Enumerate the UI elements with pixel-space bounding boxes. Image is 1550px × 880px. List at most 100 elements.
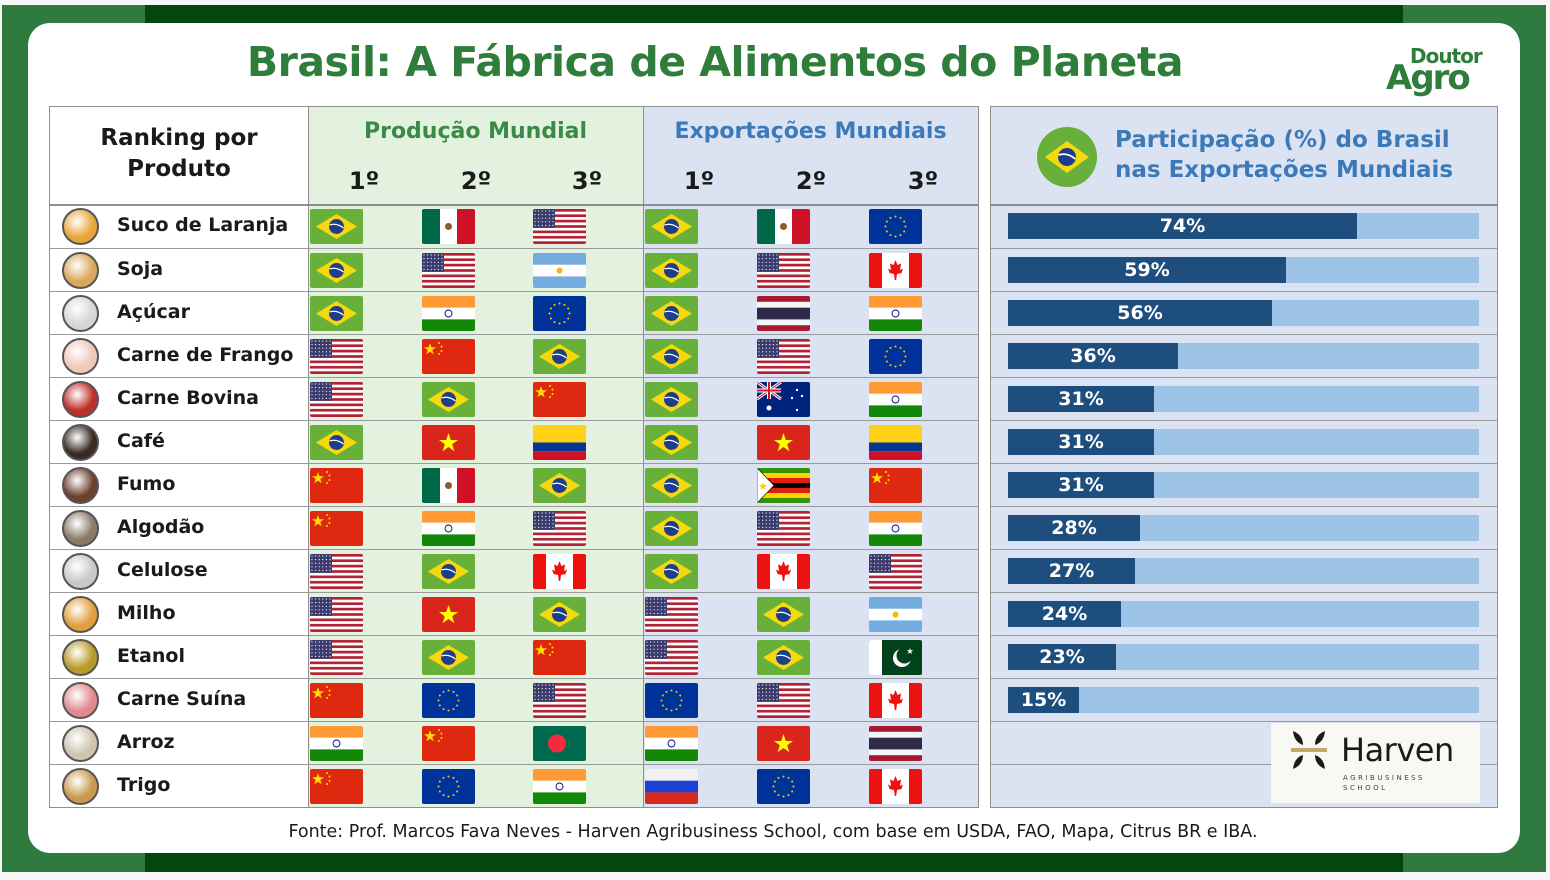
usa-flag-icon (533, 511, 586, 546)
share-bar-fill (1008, 644, 1116, 670)
india-flag-icon (869, 382, 922, 417)
share-value: 31% (1058, 431, 1104, 453)
milho-thumbnail-icon (62, 596, 99, 633)
share-value: 31% (1058, 388, 1104, 410)
exports-rank-3: 3º (907, 167, 939, 195)
share-bar-fill (1008, 429, 1154, 455)
thailand-flag-icon (757, 296, 810, 331)
china-flag-icon (310, 683, 363, 718)
share-bar-track: 24% (1008, 601, 1479, 627)
india-flag-icon (869, 511, 922, 546)
carne-suina-thumbnail-icon (62, 682, 99, 719)
product-name: Carne Suína (117, 688, 247, 710)
usa-flag-icon (310, 339, 363, 374)
header-divider (50, 204, 978, 206)
table-row: Café (50, 420, 978, 463)
share-row: 59% (991, 248, 1497, 291)
thailand-flag-icon (869, 726, 922, 761)
product-name: Milho (117, 602, 176, 624)
india-flag-icon (869, 296, 922, 331)
share-bar-track: 28% (1008, 515, 1479, 541)
share-value: 56% (1117, 302, 1163, 324)
acucar-thumbnail-icon (62, 295, 99, 332)
soja-thumbnail-icon (62, 252, 99, 289)
share-bar-fill (1008, 687, 1079, 713)
share-bar-track: 27% (1008, 558, 1479, 584)
china-flag-icon (422, 726, 475, 761)
product-name: Carne Bovina (117, 387, 259, 409)
table-row: Carne Suína (50, 678, 978, 721)
share-value: 15% (1020, 689, 1067, 711)
brazil-flag-icon (422, 382, 475, 417)
panel-header-divider (991, 204, 1497, 206)
table-row: Suco de Laranja (50, 205, 978, 248)
share-bar-fill (1008, 257, 1286, 283)
usa-flag-icon (310, 554, 363, 589)
pakistan-flag-icon (869, 640, 922, 675)
eu-flag-icon (533, 296, 586, 331)
harven-name: Harven (1341, 731, 1454, 769)
eu-flag-icon (422, 769, 475, 804)
rank-header-line2: Produto (127, 156, 231, 182)
rank-header-line1: Ranking por (100, 125, 258, 151)
brazil-flag-icon (310, 425, 363, 460)
harven-subtitle: AGRIBUSINESS SCHOOL (1343, 773, 1425, 793)
product-name: Soja (117, 258, 164, 280)
table-row: Trigo (50, 764, 978, 807)
share-row (991, 721, 1497, 764)
india-flag-icon (310, 726, 363, 761)
share-value: 28% (1051, 517, 1097, 539)
harven-logo: Harven AGRIBUSINESS SCHOOL (1271, 723, 1480, 803)
share-bar-fill (1008, 472, 1154, 498)
share-row: 56% (991, 291, 1497, 334)
harven-sub2: SCHOOL (1343, 784, 1388, 792)
colombia-flag-icon (869, 425, 922, 460)
share-bar-track: 31% (1008, 386, 1479, 412)
share-bar-track: 56% (1008, 300, 1479, 326)
canada-flag-icon (533, 554, 586, 589)
table-row: Fumo (50, 463, 978, 506)
china-flag-icon (869, 468, 922, 503)
doutor-agro-logo: Doutor Agro (1386, 44, 1496, 102)
product-name: Açúcar (117, 301, 190, 323)
product-name: Etanol (117, 645, 185, 667)
bangladesh-flag-icon (533, 726, 586, 761)
canada-flag-icon (757, 554, 810, 589)
share-bar-fill (1008, 213, 1357, 239)
share-bar-track: 31% (1008, 429, 1479, 455)
india-flag-icon (645, 726, 698, 761)
production-rank-3: 3º (571, 167, 603, 195)
russia-flag-icon (645, 769, 698, 804)
brazil-flag-badge-icon (1037, 127, 1097, 187)
arroz-thumbnail-icon (62, 725, 99, 762)
share-bar-fill (1008, 343, 1178, 369)
production-rank-2: 2º (460, 167, 492, 195)
share-row: 36% (991, 334, 1497, 377)
mexico-flag-icon (422, 209, 475, 244)
source-footnote: Fonte: Prof. Marcos Fava Neves - Harven … (288, 822, 1258, 842)
product-name: Fumo (117, 473, 176, 495)
product-name: Arroz (117, 731, 175, 753)
usa-flag-icon (757, 683, 810, 718)
australia-flag-icon (757, 382, 810, 417)
algodao-thumbnail-icon (62, 510, 99, 547)
product-name: Celulose (117, 559, 208, 581)
fumo-thumbnail-icon (62, 467, 99, 504)
brazil-flag-icon (422, 640, 475, 675)
china-flag-icon (310, 468, 363, 503)
product-name: Trigo (117, 774, 171, 796)
brazil-flag-icon (310, 253, 363, 288)
usa-flag-icon (757, 511, 810, 546)
share-value: 36% (1070, 345, 1116, 367)
china-flag-icon (422, 339, 475, 374)
product-name: Café (117, 430, 165, 452)
share-row: 31% (991, 463, 1497, 506)
share-panel: Participação (%) do Brasil nas Exportaçõ… (990, 106, 1498, 808)
share-value: 23% (1039, 646, 1085, 668)
share-row: 15% (991, 678, 1497, 721)
share-value: 74% (1159, 215, 1206, 237)
exports-rank-1: 1º (683, 167, 715, 195)
brazil-flag-icon (645, 425, 698, 460)
share-bar-fill (1008, 300, 1272, 326)
table-row: Milho (50, 592, 978, 635)
